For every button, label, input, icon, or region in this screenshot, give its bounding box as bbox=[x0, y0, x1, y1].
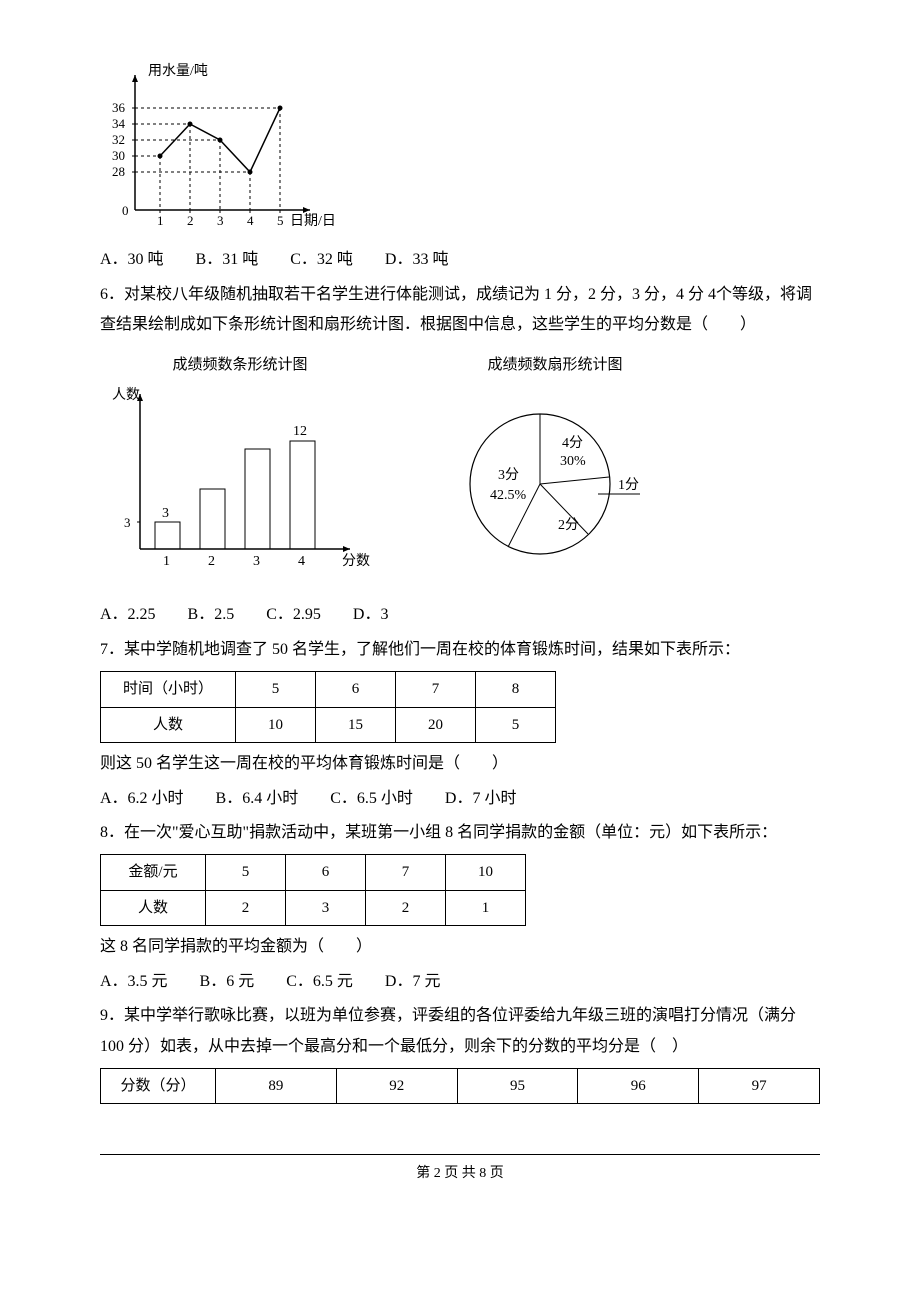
svg-text:12: 12 bbox=[293, 424, 307, 439]
q6-pie-chart: 成绩频数扇形统计图 4分 30% 3分 42.5% 2分 1分 bbox=[440, 351, 670, 591]
t7-h3: 7 bbox=[396, 672, 476, 708]
svg-text:1: 1 bbox=[163, 554, 170, 569]
bar-x-label: 分数 bbox=[342, 553, 370, 569]
svg-text:1: 1 bbox=[157, 213, 164, 228]
q5-chart: 用水量/吨 日期/日 0 28 30 32 34 36 1 2 3 4 5 bbox=[100, 60, 820, 241]
q7-table: 时间（小时） 5 6 7 8 人数 10 15 20 5 bbox=[100, 671, 556, 743]
t9-h5: 97 bbox=[699, 1068, 820, 1104]
svg-text:0: 0 bbox=[122, 203, 129, 218]
svg-text:30: 30 bbox=[112, 148, 125, 163]
t8-r4: 1 bbox=[446, 890, 526, 926]
bar-chart-title: 成绩频数条形统计图 bbox=[100, 351, 380, 380]
bar-y-label: 人数 bbox=[112, 387, 140, 403]
t7-r0: 人数 bbox=[101, 707, 236, 743]
t8-r3: 2 bbox=[366, 890, 446, 926]
svg-text:4: 4 bbox=[298, 554, 305, 569]
q8-choices: A．3.5 元 B．6 元 C．6.5 元 D．7 元 bbox=[100, 967, 820, 997]
t9-h3: 95 bbox=[457, 1068, 578, 1104]
pie-3-pct: 42.5% bbox=[490, 488, 527, 503]
q8-after: 这 8 名同学捐款的平均金额为（ ） bbox=[100, 932, 820, 962]
q6-bar-chart: 成绩频数条形统计图 人数 分数 3 12 1 2 3 4 bbox=[100, 351, 380, 591]
q7-choices: A．6.2 小时 B．6.4 小时 C．6.5 小时 D．7 小时 bbox=[100, 784, 820, 814]
svg-text:4: 4 bbox=[247, 213, 254, 228]
pie-3-label: 3分 bbox=[498, 467, 519, 483]
t9-h2: 92 bbox=[336, 1068, 457, 1104]
q8-text: 8．在一次"爱心互助"捐款活动中，某班第一小组 8 名同学捐款的金额（单位：元）… bbox=[100, 818, 820, 848]
q9-table: 分数（分） 89 92 95 96 97 bbox=[100, 1068, 820, 1105]
svg-text:34: 34 bbox=[112, 116, 126, 131]
q6-charts: 成绩频数条形统计图 人数 分数 3 12 1 2 3 4 bbox=[100, 351, 820, 591]
t9-h4: 96 bbox=[578, 1068, 699, 1104]
t8-h4: 10 bbox=[446, 855, 526, 891]
t9-h0: 分数（分） bbox=[101, 1068, 216, 1104]
svg-text:2: 2 bbox=[208, 554, 215, 569]
t7-h0: 时间（小时） bbox=[101, 672, 236, 708]
q8-table: 金额/元 5 6 7 10 人数 2 3 2 1 bbox=[100, 854, 526, 926]
pie-4-label: 4分 bbox=[562, 435, 583, 451]
svg-text:32: 32 bbox=[112, 132, 125, 147]
svg-text:5: 5 bbox=[277, 213, 284, 228]
t7-r1: 10 bbox=[236, 707, 316, 743]
pie-2-label: 2分 bbox=[558, 517, 579, 533]
t7-r2: 15 bbox=[316, 707, 396, 743]
t7-r3: 20 bbox=[396, 707, 476, 743]
svg-text:3: 3 bbox=[217, 213, 224, 228]
q9-text: 9．某中学举行歌咏比赛，以班为单位参赛，评委组的各位评委给九年级三班的演唱打分情… bbox=[100, 1001, 820, 1062]
x-axis-label: 日期/日 bbox=[290, 213, 336, 229]
page-footer: 第 2 页 共 8 页 bbox=[100, 1154, 820, 1188]
t8-r1: 2 bbox=[206, 890, 286, 926]
t8-h2: 6 bbox=[286, 855, 366, 891]
pie-chart-title: 成绩频数扇形统计图 bbox=[440, 351, 670, 380]
svg-text:3: 3 bbox=[253, 554, 260, 569]
pie-1-label: 1分 bbox=[618, 477, 639, 493]
t8-r2: 3 bbox=[286, 890, 366, 926]
svg-text:2: 2 bbox=[187, 213, 194, 228]
water-usage-chart: 用水量/吨 日期/日 0 28 30 32 34 36 1 2 3 4 5 bbox=[100, 60, 340, 230]
q7-text: 7．某中学随机地调查了 50 名学生，了解他们一周在校的体育锻炼时间，结果如下表… bbox=[100, 635, 820, 665]
t8-r0: 人数 bbox=[101, 890, 206, 926]
svg-text:28: 28 bbox=[112, 164, 125, 179]
pie-4-pct: 30% bbox=[560, 454, 586, 469]
t7-r4: 5 bbox=[476, 707, 556, 743]
q6-text: 6．对某校八年级随机抽取若干名学生进行体能测试，成绩记为 1 分，2 分，3 分… bbox=[100, 280, 820, 341]
t8-h1: 5 bbox=[206, 855, 286, 891]
t7-h1: 5 bbox=[236, 672, 316, 708]
t8-h0: 金额/元 bbox=[101, 855, 206, 891]
q6-choices: A．2.25 B．2.5 C．2.95 D．3 bbox=[100, 600, 820, 630]
t7-h2: 6 bbox=[316, 672, 396, 708]
t8-h3: 7 bbox=[366, 855, 446, 891]
t7-h4: 8 bbox=[476, 672, 556, 708]
svg-text:3: 3 bbox=[124, 515, 131, 530]
q5-choices: A．30 吨 B．31 吨 C．32 吨 D．33 吨 bbox=[100, 245, 820, 275]
svg-text:3: 3 bbox=[162, 506, 169, 521]
svg-text:36: 36 bbox=[112, 100, 126, 115]
t9-h1: 89 bbox=[216, 1068, 337, 1104]
q7-after: 则这 50 名学生这一周在校的平均体育锻炼时间是（ ） bbox=[100, 749, 820, 779]
y-axis-label: 用水量/吨 bbox=[148, 63, 208, 79]
